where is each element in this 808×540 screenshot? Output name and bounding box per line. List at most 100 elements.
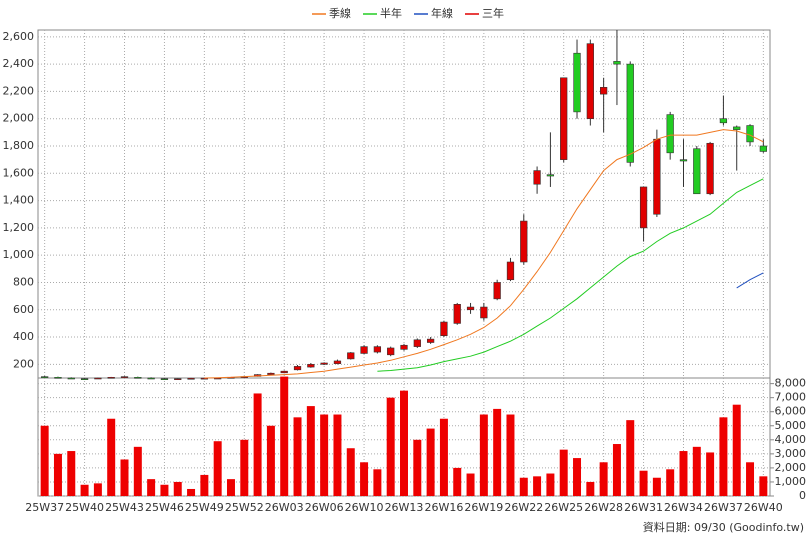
candle-body: [586, 43, 594, 120]
candle-body: [67, 377, 75, 380]
volume-bar: [426, 428, 435, 496]
candle-body: [520, 220, 528, 263]
ma-line: [377, 178, 764, 372]
volume-bar: [706, 452, 715, 496]
candle-body: [480, 306, 488, 319]
volume-bar: [759, 476, 768, 496]
y-tick-label: 1,600: [3, 166, 35, 179]
candle-body: [693, 148, 701, 195]
y-tick-label: 2,000: [3, 112, 35, 125]
candle-body: [533, 170, 541, 185]
candle-body: [746, 125, 754, 143]
candle-body: [280, 370, 288, 374]
volume-bar: [453, 467, 462, 496]
volume-tick-label: 2,000: [775, 461, 807, 474]
volume-bar: [306, 406, 315, 496]
candle-body: [666, 114, 674, 154]
candle-body: [347, 352, 355, 360]
volume-bar: [573, 458, 582, 496]
candle-body: [573, 52, 581, 113]
volume-bar: [333, 414, 342, 496]
x-tick-label: 26W03: [265, 501, 304, 514]
y-tick-label: 2,600: [3, 30, 35, 43]
x-tick-label: 26W25: [544, 501, 583, 514]
volume-tick-label: 7,000: [775, 391, 807, 404]
volume-bar: [626, 420, 635, 496]
candle-body: [466, 306, 475, 311]
volume-bar: [40, 425, 49, 496]
volume-bar: [719, 417, 728, 496]
volume-bar: [413, 439, 422, 496]
legend-label: 年線: [431, 6, 453, 20]
y-tick-label: 1,000: [3, 248, 35, 261]
volume-bar: [293, 417, 302, 496]
candle-body: [733, 126, 741, 130]
y-tick-label: 800: [13, 275, 34, 288]
ma-line: [204, 129, 764, 379]
volume-bar: [213, 441, 222, 496]
ma-line: [736, 272, 764, 289]
volume-bar: [466, 473, 475, 496]
x-tick-label: 26W19: [464, 501, 503, 514]
y-tick-label: 200: [13, 357, 34, 370]
candle-body: [360, 346, 368, 354]
legend-label: 季線: [329, 6, 351, 20]
candle-body: [373, 346, 382, 353]
candle-body: [147, 377, 155, 380]
volume-bar: [493, 408, 502, 496]
volume-tick-label: 4,000: [775, 433, 807, 446]
volume-tick-label: 3,000: [775, 447, 807, 460]
volume-bar: [506, 414, 515, 496]
candle-body: [387, 347, 395, 356]
volume-bar: [586, 481, 595, 496]
candle-body: [626, 63, 634, 163]
volume-tick-label: 5,000: [775, 419, 807, 432]
candle-body: [706, 142, 714, 195]
volume-bar: [346, 448, 355, 496]
candle-body: [719, 118, 728, 124]
volume-bar: [280, 376, 289, 496]
volume-bar: [652, 477, 661, 496]
candle-body: [200, 377, 208, 380]
candle-body: [440, 321, 448, 336]
candle-body: [160, 378, 169, 380]
volume-bar: [80, 484, 89, 496]
x-tick-label: 26W06: [305, 501, 344, 514]
volume-bar: [53, 453, 62, 496]
candle-body: [54, 377, 62, 379]
volume-bar: [599, 462, 608, 496]
volume-bar: [732, 404, 741, 496]
volume-bar: [479, 414, 488, 496]
candle-body: [120, 376, 129, 378]
candle-body: [613, 61, 621, 65]
candle-body: [333, 360, 342, 364]
volume-bar: [226, 479, 235, 496]
candle-body: [400, 344, 408, 350]
volume-bar: [360, 462, 369, 496]
volume-bar: [253, 393, 262, 496]
x-tick-label: 25W52: [225, 501, 264, 514]
x-tick-label: 26W31: [624, 501, 663, 514]
volume-bar: [666, 469, 675, 496]
x-tick-label: 26W22: [504, 501, 543, 514]
x-tick-label: 25W40: [65, 501, 104, 514]
volume-bar: [320, 414, 329, 496]
candle-body: [174, 378, 182, 380]
candle-body: [267, 372, 275, 375]
candle-body: [94, 377, 102, 380]
y-tick-label: 1,200: [3, 221, 35, 234]
volume-bar: [546, 473, 555, 496]
candle-body: [134, 377, 142, 379]
volume-bar: [679, 451, 688, 496]
candle-body: [506, 261, 515, 281]
volume-bar: [187, 488, 196, 496]
legend-label: 半年: [380, 6, 402, 20]
y-tick-label: 1,800: [3, 139, 35, 152]
candle-body: [187, 377, 195, 380]
volume-bar: [160, 484, 169, 496]
candle-body: [453, 304, 461, 324]
candle-body: [426, 338, 435, 343]
x-tick-label: 25W46: [145, 501, 184, 514]
candle-body: [679, 159, 688, 162]
